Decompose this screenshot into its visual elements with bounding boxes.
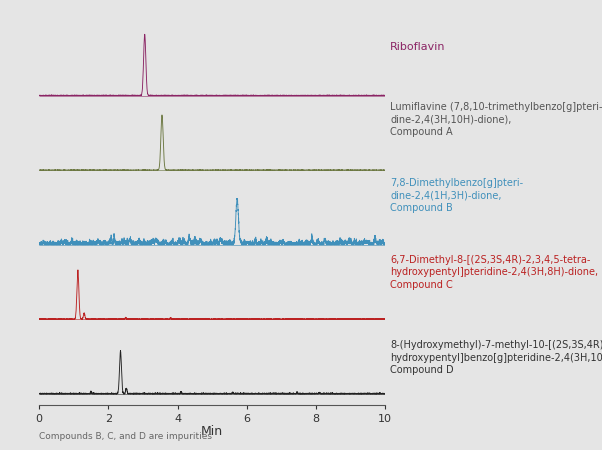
Text: Compounds B, C, and D are impurities: Compounds B, C, and D are impurities <box>39 432 212 441</box>
Text: 7,8-Dimethylbenzo[g]pteri-
dine-2,4(1H,3H)-dione,
Compound B: 7,8-Dimethylbenzo[g]pteri- dine-2,4(1H,3… <box>390 178 523 213</box>
Text: Lumiflavine (7,8,10-trimethylbenzo[g]pteri-
dine-2,4(3H,10H)-dione),
Compound A: Lumiflavine (7,8,10-trimethylbenzo[g]pte… <box>390 102 602 137</box>
X-axis label: Min: Min <box>201 425 223 438</box>
Text: 8-(Hydroxymethyl)-7-methyl-10-[(2S,3S,4R)-2,3,4,5-tetra-
hydroxypentyl]benzo[g]p: 8-(Hydroxymethyl)-7-methyl-10-[(2S,3S,4R… <box>390 340 602 375</box>
Text: Riboflavin: Riboflavin <box>390 42 445 52</box>
Text: 6,7-Dimethyl-8-[(2S,3S,4R)-2,3,4,5-tetra-
hydroxypentyl]pteridine-2,4(3H,8H)-dio: 6,7-Dimethyl-8-[(2S,3S,4R)-2,3,4,5-tetra… <box>390 255 598 290</box>
